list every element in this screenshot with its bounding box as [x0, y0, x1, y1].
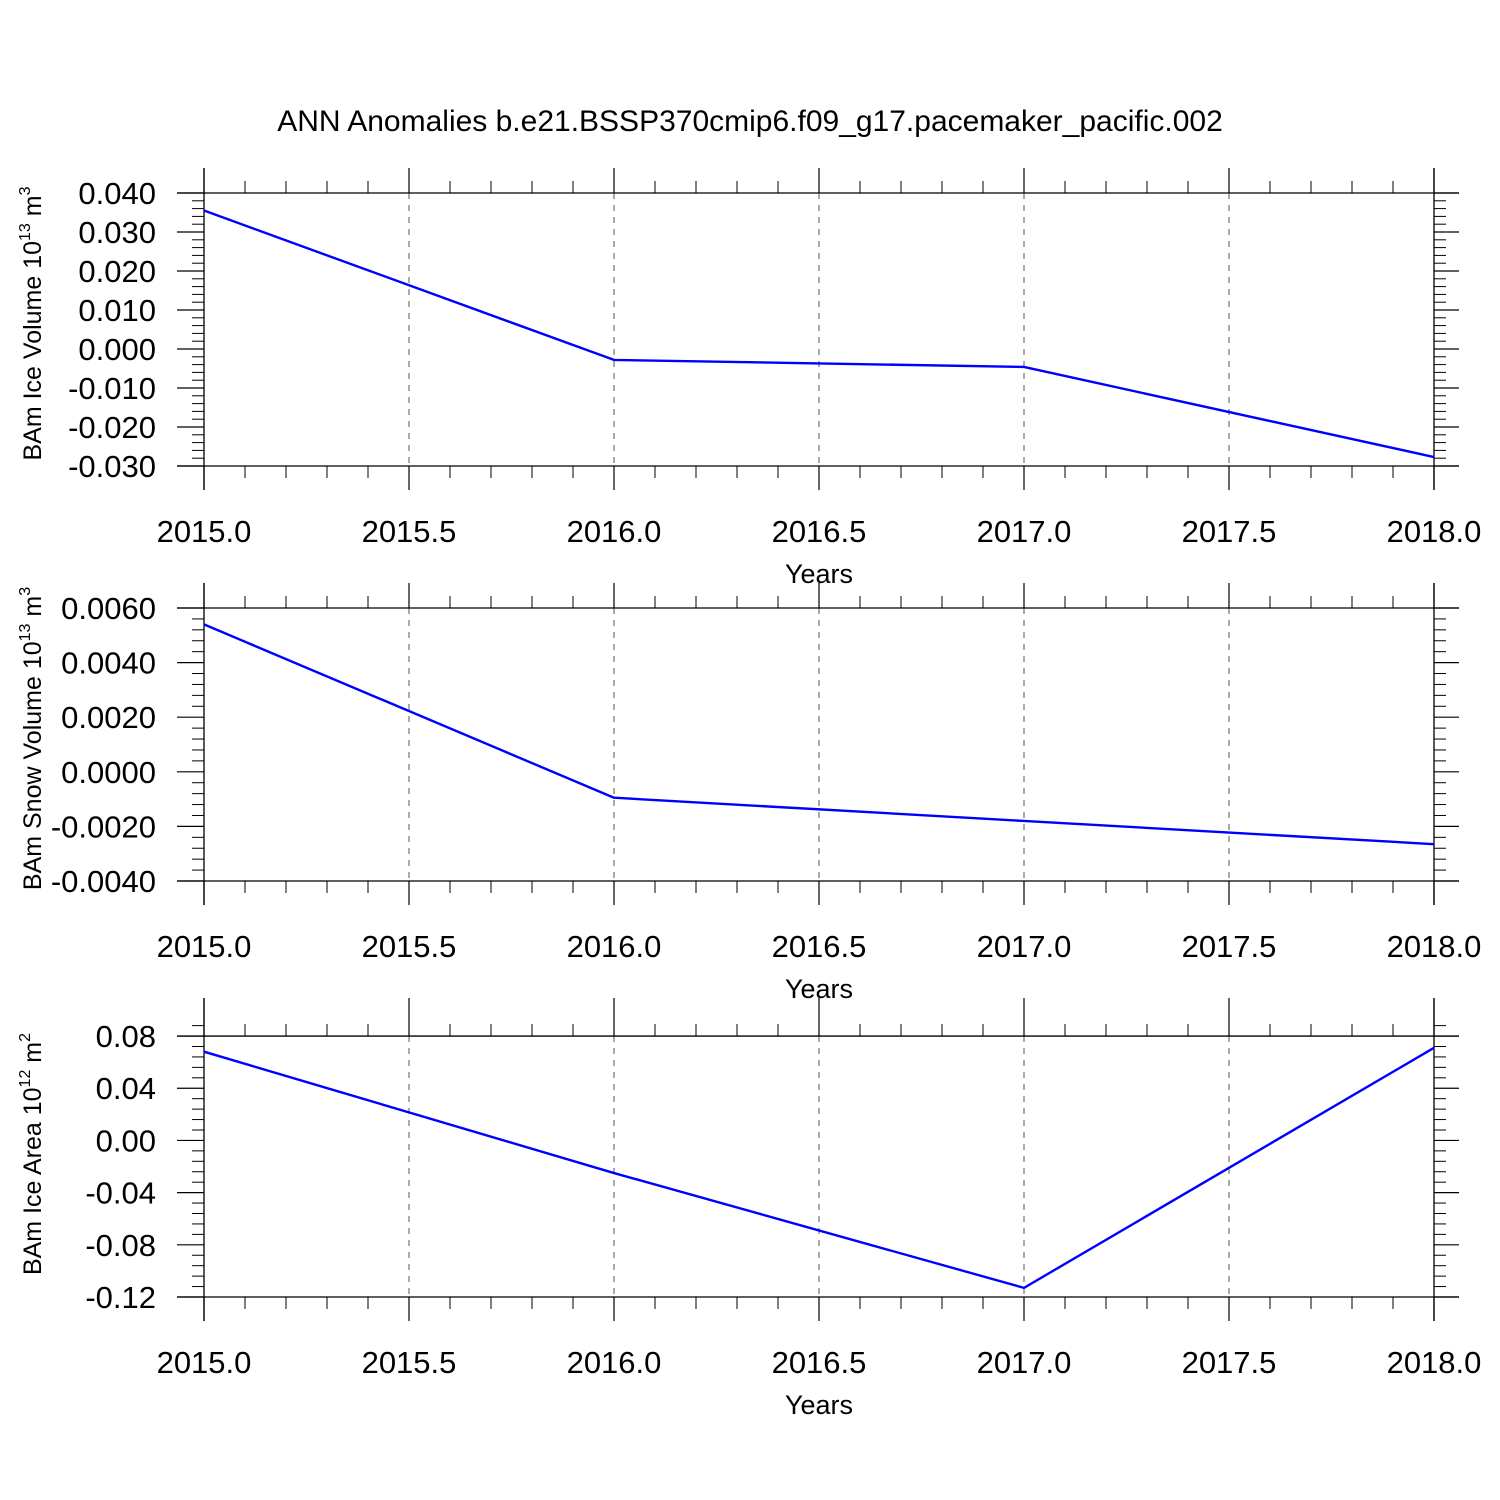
series-line: [203, 1046, 1435, 1290]
panel-1: 0.040 0.030 0.020 0.010 0.000 -0.010 -0.020 -0.…: [17, 168, 1481, 589]
series-line: [203, 623, 1435, 846]
y-label-unit-exponent: 2: [17, 1033, 34, 1042]
x-tick-label: 2017.0: [977, 929, 1072, 964]
x-tick-label: 2015.0: [157, 929, 252, 964]
y-tick-label: 0.00: [96, 1123, 156, 1158]
y-tick-label: -0.04: [85, 1176, 156, 1211]
y-axis-label: BAm Ice Area 1012 m2: [17, 1033, 47, 1275]
y-tick-label: 0.0040: [61, 646, 156, 681]
y-tick-label: 0.010: [78, 293, 156, 328]
x-tick-label: 2017.0: [977, 514, 1072, 549]
y-tick-label: 0.000: [78, 332, 156, 367]
y-tick-label: 0.0060: [61, 591, 156, 626]
y-label-exponent: 13: [17, 623, 34, 641]
x-tick-label: 2018.0: [1387, 514, 1482, 549]
x-tick-label: 2015.5: [362, 1345, 457, 1380]
y-tick-label: 0.020: [78, 254, 156, 289]
y-tick-label: -0.0020: [51, 809, 156, 844]
panels: 0.040 0.030 0.020 0.010 0.000 -0.010 -0.020 -0.…: [17, 168, 1481, 1420]
x-axis-label: Years: [785, 1390, 853, 1420]
y-label-exponent: 13: [17, 223, 34, 241]
y-tick-label: 0.030: [78, 215, 156, 250]
y-label-text: BAm Snow Volume 10: [19, 641, 47, 890]
x-tick-label: 2017.5: [1182, 929, 1277, 964]
y-label-unit: m: [19, 1042, 47, 1070]
x-tick-label: 2018.0: [1387, 1345, 1482, 1380]
x-tick-label: 2016.5: [772, 1345, 867, 1380]
y-label-unit-exponent: 3: [17, 587, 34, 596]
y-tick-label: 0.040: [78, 176, 156, 211]
panel-2: 0.00600.00400.00200.0000-0.0020-0.004020…: [17, 583, 1481, 1004]
y-tick-label: -0.08: [85, 1228, 156, 1263]
x-tick-label: 2016.0: [567, 1345, 662, 1380]
series-line: [203, 209, 1435, 459]
x-tick-label: 2016.5: [772, 514, 867, 549]
x-tick-label: 2017.5: [1182, 1345, 1277, 1380]
x-tick-label: 2015.5: [362, 929, 457, 964]
x-tick-label: 2015.5: [362, 514, 457, 549]
y-label-exponent: 12: [17, 1070, 34, 1088]
y-label-unit: m: [19, 596, 47, 624]
x-tick-label: 2016.0: [567, 929, 662, 964]
y-tick-label: 0.0000: [61, 755, 156, 790]
x-tick-label: 2018.0: [1387, 929, 1482, 964]
y-tick-label: 0.0020: [61, 700, 156, 735]
x-tick-label: 2015.0: [157, 514, 252, 549]
y-label-unit-exponent: 3: [17, 186, 34, 195]
y-tick-label: -0.010: [68, 371, 156, 406]
x-tick-label: 2017.5: [1182, 514, 1277, 549]
y-label-text: BAm Ice Area 10: [19, 1087, 47, 1275]
y-tick-label: 0.08: [96, 1019, 156, 1054]
x-tick-label: 2016.5: [772, 929, 867, 964]
y-axis-label: BAm Ice Volume 1013 m3: [17, 186, 47, 460]
x-tick-label: 2015.0: [157, 1345, 252, 1380]
y-label-unit: m: [19, 195, 47, 223]
y-label-text: BAm Ice Volume 10: [19, 241, 47, 461]
y-tick-label: -0.020: [68, 410, 156, 445]
y-tick-label: 0.04: [96, 1071, 156, 1106]
chart-title: ANN Anomalies b.e21.BSSP370cmip6.f09_g17…: [277, 105, 1223, 138]
x-tick-label: 2016.0: [567, 514, 662, 549]
y-tick-label: -0.030: [68, 449, 156, 484]
y-tick-label: -0.0040: [51, 864, 156, 899]
x-tick-label: 2017.0: [977, 1345, 1072, 1380]
y-axis-label: BAm Snow Volume 1013 m3: [17, 587, 47, 890]
y-tick-label: -0.12: [85, 1280, 156, 1315]
